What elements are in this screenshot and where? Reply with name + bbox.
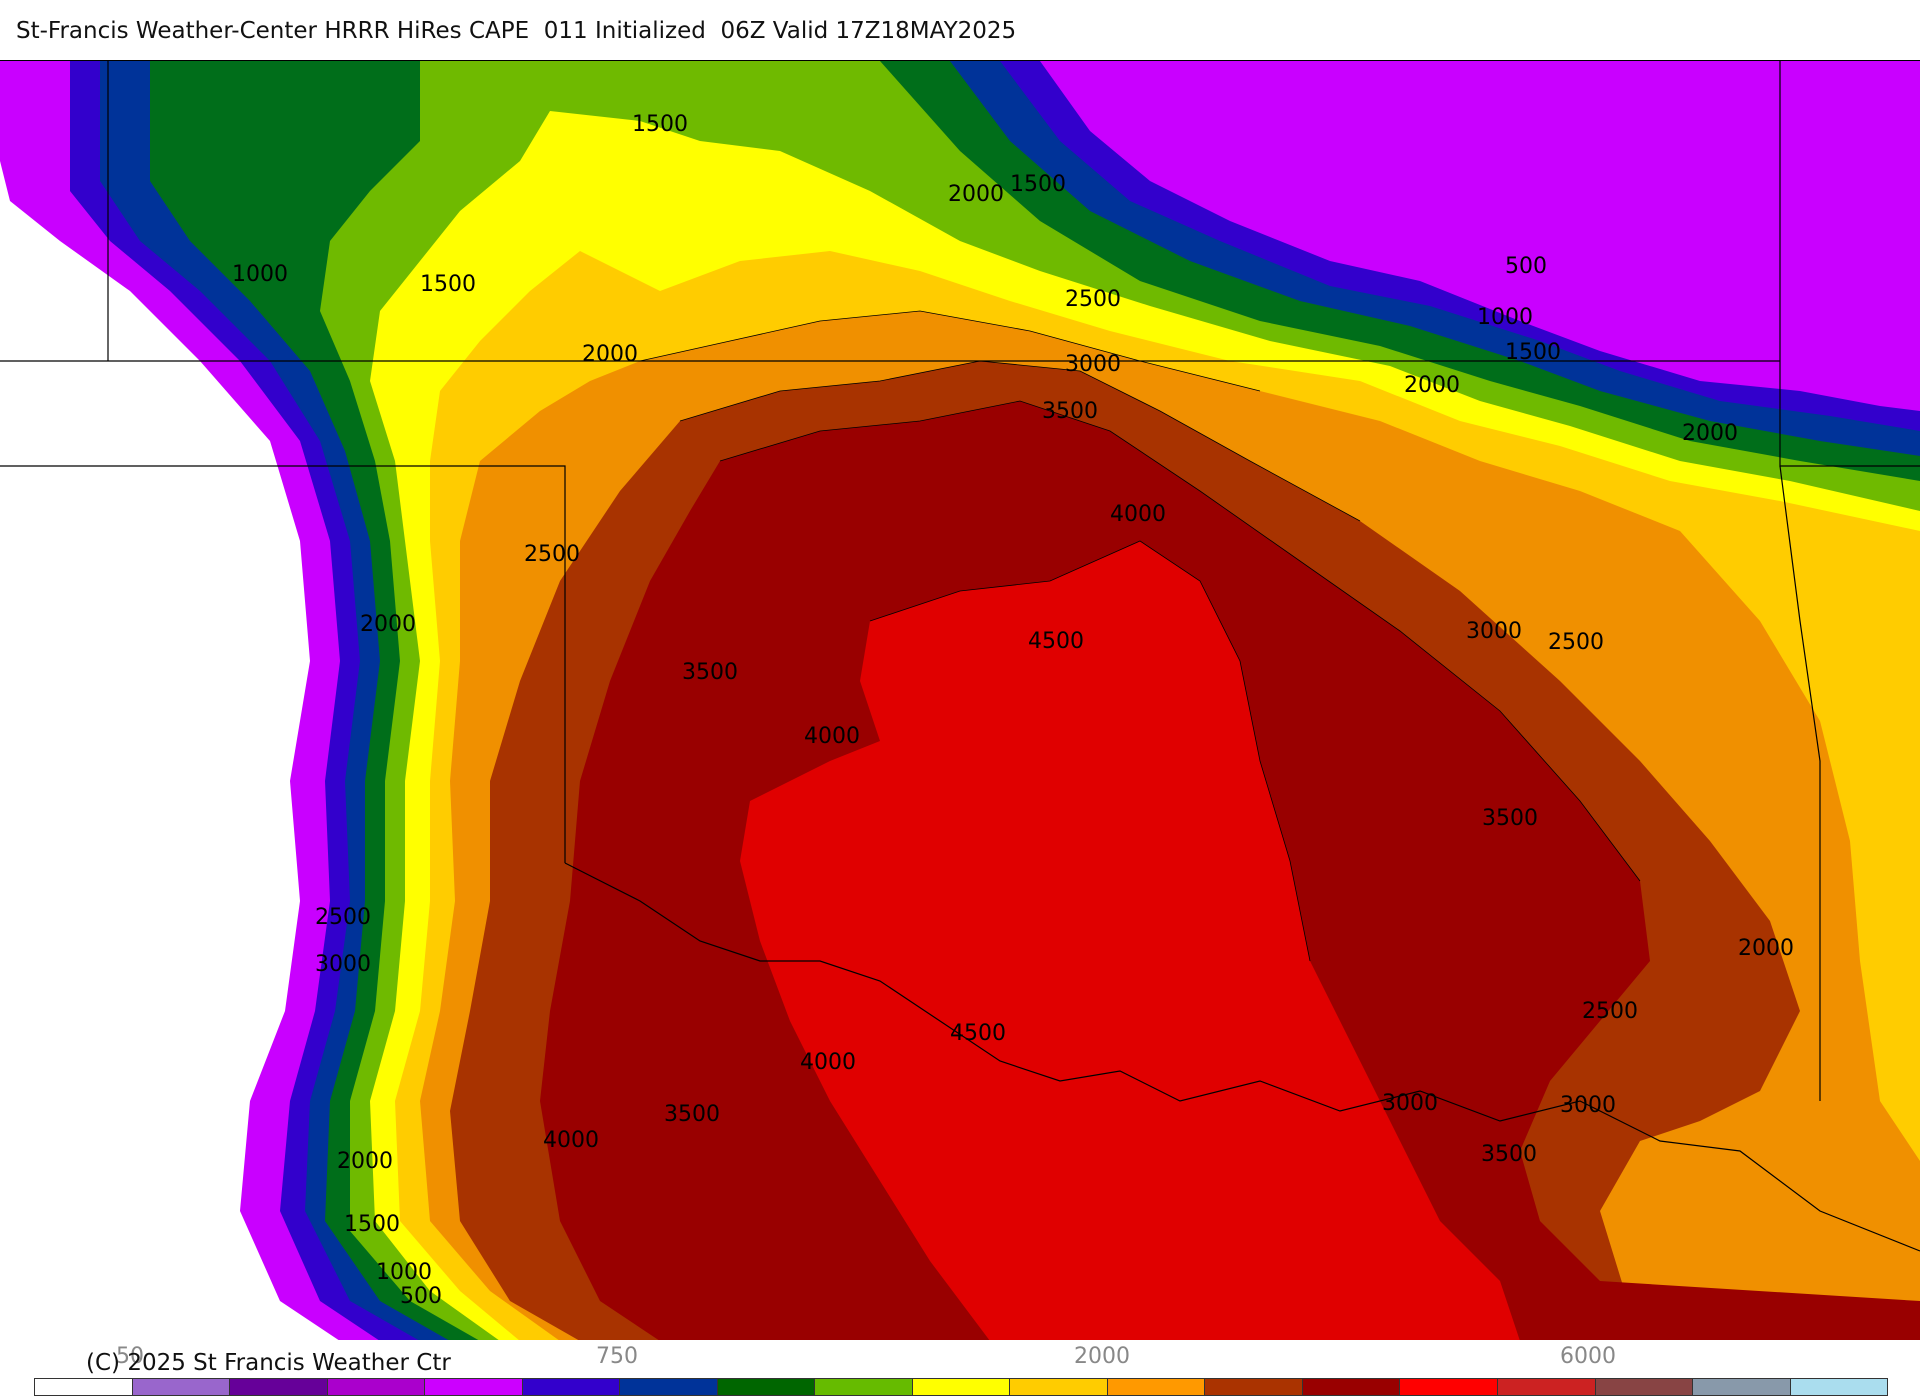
contour-label: 2000: [948, 182, 1004, 207]
colorbar-swatch: [620, 1379, 718, 1395]
colorbar-swatch: [1693, 1379, 1791, 1395]
cape-map: 1500 2000 1500 1000 1500 2000 2500 3000 3500 500 1…: [0, 60, 1920, 1342]
colorbar-swatch: [717, 1379, 816, 1395]
contour-label: 2000: [1404, 373, 1460, 398]
legend-bar: (C) 2025 St Francis Weather Ctr 50 750 2…: [0, 1340, 1920, 1400]
contour-line: [869, 540, 1311, 962]
colorbar-swatch: [425, 1379, 523, 1395]
contour-label: 3000: [1560, 1093, 1616, 1118]
contour-label: 4500: [1028, 629, 1084, 654]
colorbar-tick-label: 2000: [1074, 1344, 1130, 1369]
contour-line: [719, 400, 1641, 882]
contour-label: 2500: [1548, 630, 1604, 655]
contour-label: 3500: [1481, 1142, 1537, 1167]
colorbar-swatch: [1400, 1379, 1498, 1395]
colorbar-swatch: [132, 1379, 231, 1395]
title-bar: St-Francis Weather-Center HRRR HiRes CAP…: [0, 0, 1920, 60]
colorbar-tick-label: 50: [116, 1344, 144, 1369]
colorbar-swatch: [35, 1379, 133, 1395]
colorbar-swatch: [1205, 1379, 1303, 1395]
contour-label: 3000: [1466, 619, 1522, 644]
colorbar-swatch: [1790, 1379, 1888, 1395]
contour-label: 1500: [632, 112, 688, 137]
contour-label: 3000: [315, 952, 371, 977]
contour-label: 2500: [1582, 999, 1638, 1024]
contour-label: 2000: [582, 342, 638, 367]
contour-label: 4000: [543, 1128, 599, 1153]
colorbar-swatch: [912, 1379, 1011, 1395]
colorbar-swatch: [1595, 1379, 1694, 1395]
copyright-text: (C) 2025 St Francis Weather Ctr: [86, 1350, 451, 1376]
contour-label: 3500: [1482, 806, 1538, 831]
colorbar-tick-label: 750: [596, 1344, 638, 1369]
contour-label: 2000: [337, 1149, 393, 1174]
colorbar-swatch: [815, 1379, 913, 1395]
contour-label: 1500: [344, 1212, 400, 1237]
colorbar-swatch: [1497, 1379, 1596, 1395]
contour-line: [679, 360, 1361, 522]
boundary-line: [1779, 465, 1821, 1101]
colorbar-swatch: [327, 1379, 426, 1395]
cape-colorbar: [34, 1378, 1888, 1396]
contour-line: [639, 310, 1261, 392]
contour-label: 2000: [1738, 936, 1794, 961]
contour-label: 500: [400, 1284, 442, 1309]
colorbar-swatch: [1107, 1379, 1206, 1395]
contour-label: 3500: [664, 1102, 720, 1127]
boundary-line: [0, 465, 566, 863]
colorbar-tick-label: 6000: [1560, 1344, 1616, 1369]
contour-label: 4000: [800, 1050, 856, 1075]
contour-label: 3000: [1065, 352, 1121, 377]
contour-label: 1500: [1505, 340, 1561, 365]
contour-lines: [639, 310, 1641, 962]
contour-label: 2500: [524, 542, 580, 567]
cape-band-4000: [740, 541, 1520, 1341]
boundary-line: [564, 862, 1920, 1252]
contour-label: 1000: [376, 1260, 432, 1285]
contour-label: 2500: [315, 905, 371, 930]
colorbar-swatch: [522, 1379, 621, 1395]
contour-label: 2500: [1065, 287, 1121, 312]
contour-label: 4000: [804, 724, 860, 749]
contour-label: 1500: [420, 272, 476, 297]
colorbar-swatch: [230, 1379, 328, 1395]
contour-label: 3500: [1042, 399, 1098, 424]
contour-label: 1500: [1010, 172, 1066, 197]
contour-label: 3000: [1382, 1091, 1438, 1116]
contour-label: 4500: [950, 1021, 1006, 1046]
contour-label: 2000: [360, 612, 416, 637]
contour-label: 3500: [682, 660, 738, 685]
colorbar-swatch: [1010, 1379, 1108, 1395]
contour-label: 500: [1505, 254, 1547, 279]
contour-label: 2000: [1682, 421, 1738, 446]
colorbar-swatch: [1302, 1379, 1401, 1395]
map-title: St-Francis Weather-Center HRRR HiRes CAP…: [16, 18, 1017, 44]
contour-label: 4000: [1110, 502, 1166, 527]
contour-label: 1000: [232, 262, 288, 287]
contour-label: 1000: [1477, 305, 1533, 330]
boundary-lines: [0, 61, 1920, 1252]
